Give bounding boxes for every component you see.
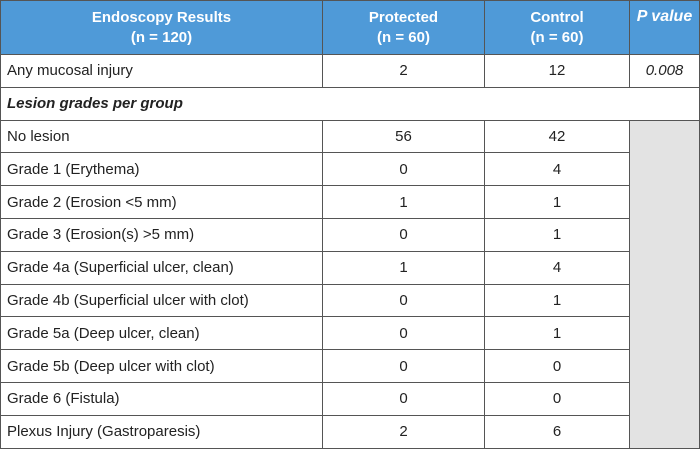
row-control: 6	[484, 414, 630, 449]
header-control: Control (n = 60)	[484, 0, 630, 55]
table-row: Grade 2 (Erosion <5 mm) 1 1	[0, 185, 700, 219]
table-row: No lesion 56 42	[0, 119, 700, 449]
header-control-count: (n = 60)	[530, 28, 584, 46]
row-control: 4	[484, 152, 630, 187]
row-control: 1	[484, 217, 630, 252]
row-protected: 2	[322, 414, 485, 449]
row-label: Grade 4a (Superficial ulcer, clean)	[0, 250, 323, 285]
row-protected: 0	[322, 349, 485, 383]
row-protected: 0	[322, 381, 485, 416]
row-protected: 0	[322, 316, 485, 351]
table-row: Grade 6 (Fistula) 0 0	[0, 381, 700, 416]
table-body: Any mucosal injury 2 12 0.008 Lesion gra…	[0, 54, 700, 449]
row-control: 1	[484, 283, 630, 318]
row-control: 42	[484, 119, 630, 154]
row-label: Grade 5a (Deep ulcer, clean)	[0, 316, 323, 351]
header-endoscopy-title: Endoscopy Results	[91, 8, 232, 26]
summary-protected: 2	[322, 54, 485, 88]
row-label: Plexus Injury (Gastroparesis)	[0, 414, 323, 449]
row-label: Grade 6 (Fistula)	[0, 381, 323, 416]
table-row: Grade 1 (Erythema) 0 4	[0, 152, 700, 187]
summary-control: 12	[484, 54, 630, 88]
header-control-title: Control	[530, 8, 584, 26]
header-protected: Protected (n = 60)	[322, 0, 485, 55]
section-label: Lesion grades per group	[0, 86, 700, 121]
row-label: Grade 4b (Superficial ulcer with clot)	[0, 283, 323, 318]
header-row: Endoscopy Results (n = 120) Protected (n…	[0, 0, 700, 55]
table-row: Grade 5b (Deep ulcer with clot) 0 0	[0, 349, 700, 383]
row-control: 0	[484, 349, 630, 383]
row-protected: 56	[322, 119, 485, 154]
row-label: No lesion	[0, 119, 323, 154]
header-p-value-title: P value	[636, 8, 693, 25]
row-protected: 0	[322, 217, 485, 252]
header-protected-count: (n = 60)	[377, 28, 430, 46]
header-protected-title: Protected	[368, 8, 439, 26]
row-control: 4	[484, 250, 630, 285]
row-protected: 1	[322, 185, 485, 219]
table-row: Grade 4a (Superficial ulcer, clean) 1 4	[0, 250, 700, 285]
header-endoscopy-count: (n = 120)	[130, 28, 193, 46]
header-p-value: P value	[629, 0, 700, 55]
table-row: Plexus Injury (Gastroparesis) 2 6	[0, 414, 700, 449]
summary-p-value: 0.008	[629, 54, 700, 88]
row-control: 0	[484, 381, 630, 416]
row-label: Grade 5b (Deep ulcer with clot)	[0, 349, 323, 383]
summary-label: Any mucosal injury	[0, 54, 323, 88]
table-header: Endoscopy Results (n = 120) Protected (n…	[0, 0, 700, 55]
row-label: Grade 3 (Erosion(s) >5 mm)	[0, 217, 323, 252]
summary-row: Any mucosal injury 2 12 0.008	[0, 54, 700, 88]
row-protected: 0	[322, 283, 485, 318]
row-label: Grade 1 (Erythema)	[0, 152, 323, 187]
row-control: 1	[484, 185, 630, 219]
header-endoscopy-results: Endoscopy Results (n = 120)	[0, 0, 323, 55]
p-value-shaded-cell	[629, 119, 700, 449]
table-row: Grade 4b (Superficial ulcer with clot) 0 1	[0, 283, 700, 318]
row-label: Grade 2 (Erosion <5 mm)	[0, 185, 323, 219]
row-control: 1	[484, 316, 630, 351]
row-protected: 1	[322, 250, 485, 285]
row-protected: 0	[322, 152, 485, 187]
section-row: Lesion grades per group	[0, 86, 700, 121]
table-row: Grade 3 (Erosion(s) >5 mm) 0 1	[0, 217, 700, 252]
table-row: Grade 5a (Deep ulcer, clean) 0 1	[0, 316, 700, 351]
